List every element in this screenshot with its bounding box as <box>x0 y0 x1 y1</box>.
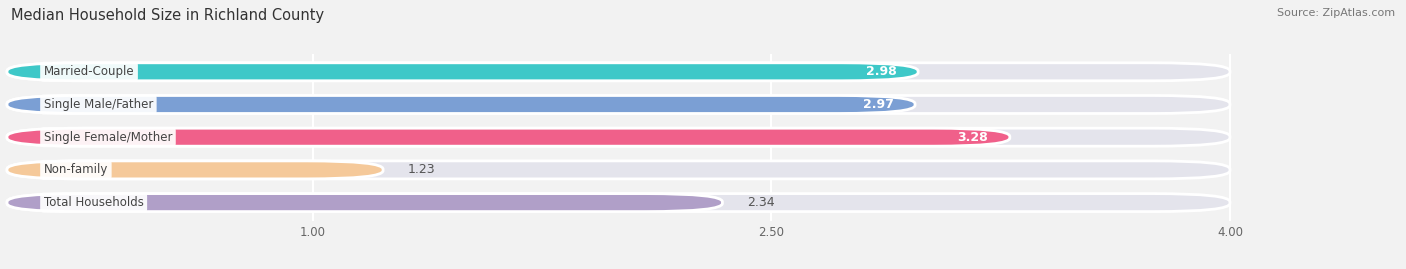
FancyBboxPatch shape <box>7 128 1230 146</box>
FancyBboxPatch shape <box>7 161 1230 179</box>
FancyBboxPatch shape <box>7 194 723 212</box>
FancyBboxPatch shape <box>7 194 1230 212</box>
Text: Median Household Size in Richland County: Median Household Size in Richland County <box>11 8 325 23</box>
Text: 2.34: 2.34 <box>747 196 775 209</box>
FancyBboxPatch shape <box>7 63 1230 81</box>
FancyBboxPatch shape <box>7 95 915 114</box>
Text: Married-Couple: Married-Couple <box>44 65 135 78</box>
Text: 2.97: 2.97 <box>863 98 894 111</box>
Text: Source: ZipAtlas.com: Source: ZipAtlas.com <box>1277 8 1395 18</box>
FancyBboxPatch shape <box>7 63 918 81</box>
Text: Non-family: Non-family <box>44 163 108 176</box>
FancyBboxPatch shape <box>7 161 382 179</box>
FancyBboxPatch shape <box>7 95 1230 114</box>
Text: Single Female/Mother: Single Female/Mother <box>44 131 172 144</box>
Text: 2.98: 2.98 <box>866 65 897 78</box>
Text: Total Households: Total Households <box>44 196 143 209</box>
Text: Single Male/Father: Single Male/Father <box>44 98 153 111</box>
Text: 3.28: 3.28 <box>957 131 988 144</box>
Text: 1.23: 1.23 <box>408 163 434 176</box>
FancyBboxPatch shape <box>7 128 1010 146</box>
